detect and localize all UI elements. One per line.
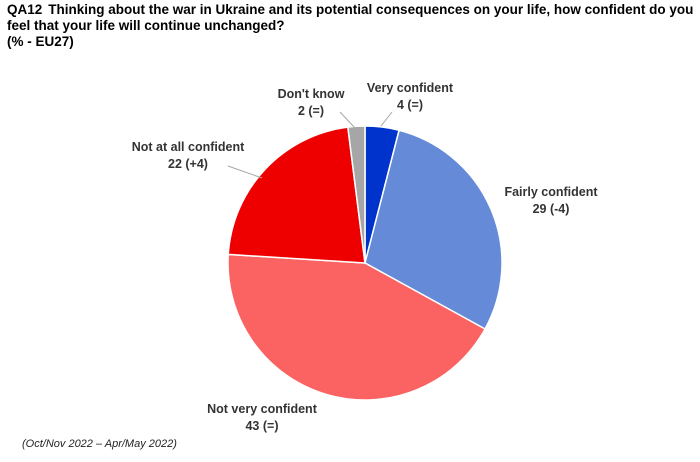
footnote: (Oct/Nov 2022 – Apr/May 2022) bbox=[22, 438, 177, 450]
pie-slices bbox=[227, 125, 503, 401]
leader-line-very-confident bbox=[380, 111, 393, 127]
data-labels: Very confident 4 (=) Fairly confident 29 (-… bbox=[132, 81, 599, 433]
slice-dont-know bbox=[346, 125, 366, 264]
leader-line-dont-know bbox=[339, 111, 356, 129]
question-code: QA12 bbox=[7, 2, 43, 17]
label-not-at-all-confident: Not at all confident bbox=[132, 140, 245, 154]
label-very-confident: Very confident bbox=[367, 81, 454, 95]
slice-not-at-all-confident bbox=[227, 126, 366, 264]
value-label-dont-know: 2 (=) bbox=[298, 104, 324, 118]
label-fairly-confident: Fairly confident bbox=[504, 185, 598, 199]
chart-subtitle: (% - EU27) bbox=[7, 34, 74, 49]
value-label-fairly-confident: 29 (-4) bbox=[533, 202, 570, 216]
leader-line-not-at-all-confident bbox=[227, 165, 263, 179]
value-label-not-at-all-confident: 22 (+4) bbox=[168, 157, 208, 171]
question-text: Thinking about the war in Ukraine and it… bbox=[7, 2, 694, 33]
slice-fairly-confident bbox=[364, 129, 503, 331]
leader-lines bbox=[227, 111, 393, 179]
label-not-very-confident: Not very confident bbox=[207, 402, 318, 416]
value-label-not-very-confident: 43 (=) bbox=[245, 419, 278, 433]
value-label-very-confident: 4 (=) bbox=[397, 98, 423, 112]
slice-not-very-confident bbox=[227, 253, 487, 401]
label-dont-know: Don't know bbox=[278, 87, 345, 101]
chart-title: QA12 Thinking about the war in Ukraine an… bbox=[7, 2, 697, 50]
